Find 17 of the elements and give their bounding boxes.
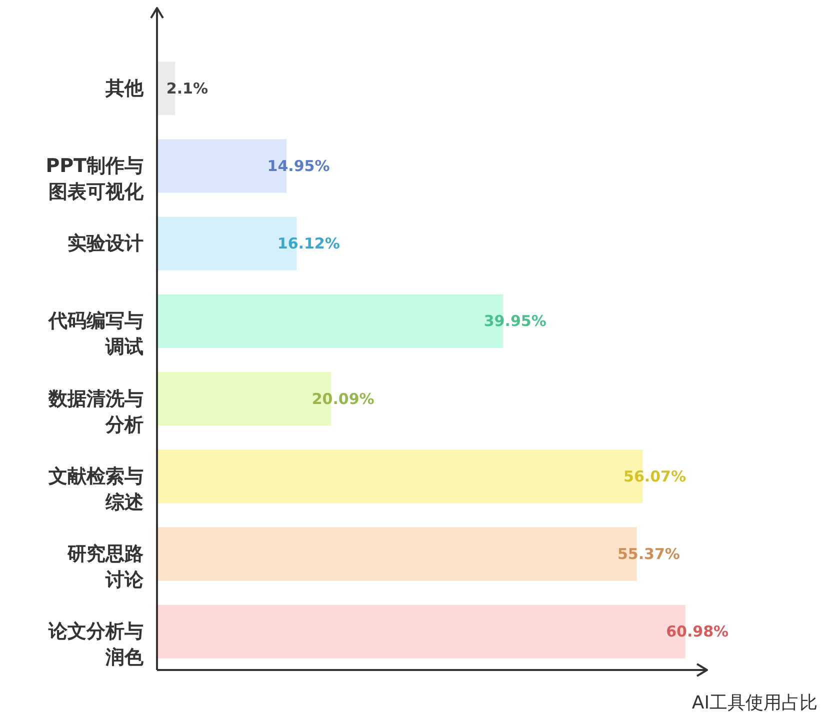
data-label: 55.37%: [617, 544, 680, 563]
data-label: 20.09%: [312, 390, 374, 408]
y-tick-label: 数据清洗与分析: [48, 388, 144, 436]
data-label: 16.12%: [277, 234, 340, 253]
data-label: 39.95%: [484, 312, 546, 330]
y-tick-label: 实验设计: [68, 232, 144, 255]
data-label: 2.1%: [166, 79, 208, 98]
data-label: 60.98%: [666, 622, 729, 641]
y-tick-label: 其他: [104, 77, 144, 100]
data-label: 14.95%: [267, 157, 330, 176]
x-axis-title: AI工具使用占比: [692, 692, 818, 714]
y-tick-label: 文献检索与综述: [48, 465, 144, 514]
data-label: 56.07%: [624, 467, 686, 486]
y-tick-label: PPT制作与图表可视化: [46, 155, 144, 204]
y-tick-label: 论文分析与润色: [48, 620, 144, 669]
y-tick-label: 研究思路讨论: [66, 542, 144, 591]
y-tick-label: 代码编写与调试: [48, 310, 144, 358]
